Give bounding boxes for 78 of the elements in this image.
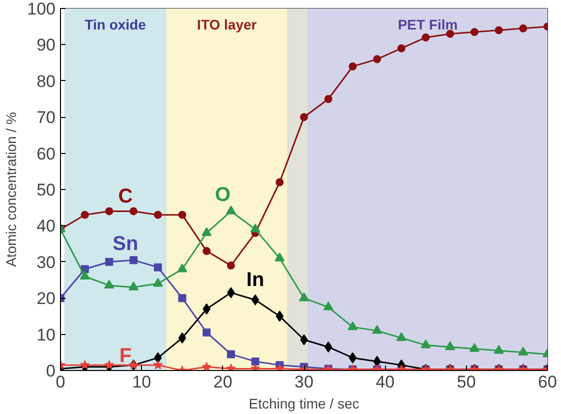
point bbox=[251, 357, 260, 366]
series-label: O bbox=[215, 184, 231, 206]
point bbox=[420, 339, 431, 348]
point bbox=[518, 346, 528, 356]
point bbox=[80, 210, 89, 219]
x-axis-title: Etching time / sec bbox=[248, 396, 360, 412]
point bbox=[469, 343, 480, 352]
y-tick-label: 80 bbox=[36, 72, 56, 91]
y-tick-label: 60 bbox=[36, 144, 56, 164]
x-tick-label: 20 bbox=[213, 372, 232, 392]
point bbox=[494, 344, 504, 354]
point bbox=[202, 247, 211, 256]
point bbox=[396, 332, 406, 342]
y-tick-label: 100 bbox=[27, 0, 56, 18]
point bbox=[274, 364, 284, 370]
y-tick-label: 10 bbox=[36, 325, 56, 344]
point bbox=[154, 263, 162, 272]
x-tick-label: 60 bbox=[538, 372, 557, 392]
point bbox=[250, 224, 260, 232]
series-label: In bbox=[246, 269, 264, 291]
point bbox=[445, 341, 456, 350]
point bbox=[397, 44, 406, 52]
point bbox=[323, 301, 334, 310]
series-label: C bbox=[118, 186, 133, 208]
y-tick-label: 20 bbox=[36, 289, 56, 308]
point bbox=[104, 280, 114, 289]
point bbox=[226, 262, 235, 270]
point bbox=[226, 350, 235, 358]
point bbox=[105, 258, 114, 266]
point bbox=[373, 55, 382, 64]
x-tick-label: 10 bbox=[132, 372, 152, 392]
point bbox=[276, 178, 284, 186]
point bbox=[178, 294, 186, 302]
point bbox=[251, 294, 260, 306]
point bbox=[299, 292, 309, 302]
point bbox=[226, 364, 236, 370]
point bbox=[105, 207, 114, 216]
x-tick-label: 30 bbox=[294, 372, 314, 392]
point bbox=[446, 30, 454, 38]
point bbox=[154, 210, 162, 219]
point bbox=[202, 227, 212, 236]
y-tick-label: 70 bbox=[36, 108, 56, 128]
point bbox=[494, 26, 503, 34]
point bbox=[519, 24, 528, 32]
point bbox=[128, 282, 139, 290]
series-label: F bbox=[119, 345, 132, 368]
point bbox=[348, 352, 357, 364]
point bbox=[130, 256, 138, 264]
point bbox=[348, 321, 358, 330]
point bbox=[177, 263, 188, 272]
point bbox=[80, 270, 90, 280]
point bbox=[470, 28, 478, 36]
y-tick-label: 40 bbox=[36, 216, 56, 236]
point bbox=[250, 364, 260, 370]
point bbox=[348, 62, 357, 70]
point bbox=[152, 278, 163, 287]
band-label: PET Film bbox=[398, 16, 458, 32]
point bbox=[130, 207, 138, 216]
series-label: Sn bbox=[112, 232, 138, 255]
point bbox=[300, 113, 308, 122]
point bbox=[178, 210, 186, 219]
point bbox=[226, 206, 236, 214]
point bbox=[372, 324, 382, 334]
y-tick-label: 90 bbox=[36, 36, 56, 55]
point bbox=[274, 252, 285, 262]
point bbox=[324, 95, 332, 103]
point bbox=[422, 33, 430, 42]
y-tick-label: 50 bbox=[36, 180, 56, 200]
band-label: ITO layer bbox=[197, 16, 258, 32]
point bbox=[178, 332, 186, 344]
y-tick-label: 30 bbox=[36, 252, 56, 272]
x-tick-label: 50 bbox=[456, 372, 476, 392]
point bbox=[202, 362, 212, 370]
band-label: Tin oxide bbox=[84, 16, 146, 32]
x-tick-label: 40 bbox=[376, 372, 395, 392]
y-axis-title: Atomic concentration / % bbox=[3, 112, 20, 267]
point bbox=[153, 360, 163, 370]
point bbox=[202, 328, 211, 336]
